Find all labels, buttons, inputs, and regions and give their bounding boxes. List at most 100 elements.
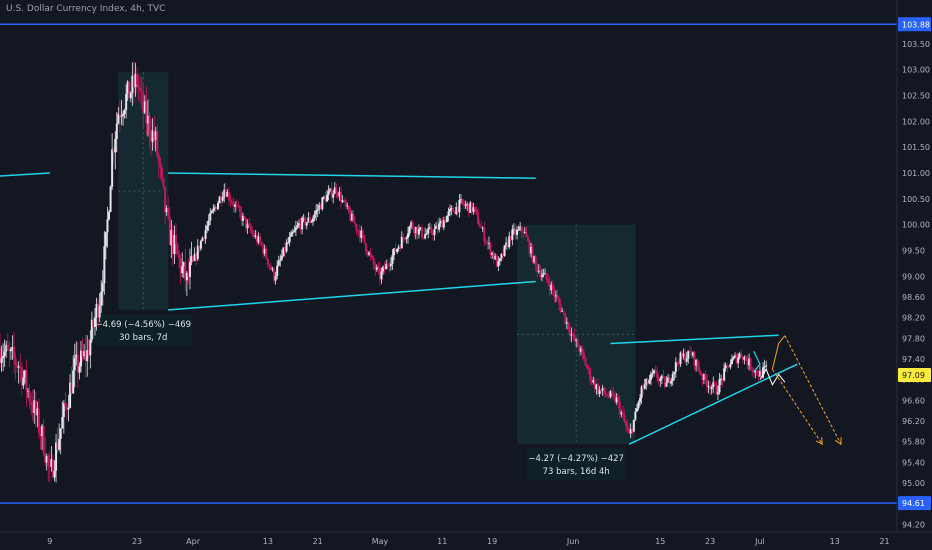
candle-body — [235, 204, 238, 206]
candle-body — [671, 374, 674, 381]
candle-body — [318, 204, 321, 210]
candle-body — [544, 273, 547, 275]
candle-body — [408, 226, 411, 234]
candle-body — [383, 266, 386, 270]
candle-body — [360, 230, 363, 238]
candle-body — [654, 370, 657, 372]
candle-body — [656, 371, 659, 379]
candle-body — [162, 177, 165, 187]
candle-body — [81, 350, 84, 357]
candle-body — [260, 242, 263, 245]
candle-body — [526, 236, 529, 241]
candle-body — [743, 356, 746, 361]
candle-body — [173, 234, 176, 254]
candle-body — [554, 295, 557, 297]
measure-label-bars: 73 bars, 16d 4h — [543, 467, 610, 477]
candle-body — [676, 362, 679, 364]
price-tick-label: 101.50 — [902, 143, 930, 152]
candle-body — [685, 358, 688, 362]
candle-body — [262, 244, 265, 254]
candle-body — [188, 262, 191, 277]
price-tick-label: 95.00 — [902, 479, 925, 488]
candle-body — [374, 265, 377, 270]
candle-body — [445, 215, 448, 223]
candle-body — [639, 397, 642, 403]
candle-body — [98, 305, 101, 318]
candle-body — [707, 386, 710, 388]
candle-body — [730, 359, 733, 365]
candle-body — [39, 433, 42, 437]
candle-body — [67, 407, 70, 410]
candle-body — [617, 397, 620, 402]
candle-body — [16, 365, 19, 368]
candle-body — [157, 155, 160, 163]
candle-body — [500, 254, 503, 259]
candle-body — [425, 233, 428, 235]
candle-body — [673, 371, 676, 375]
candle-body — [312, 218, 315, 222]
candle-body — [86, 350, 89, 362]
candle-body — [179, 258, 182, 274]
candle-body — [269, 266, 272, 270]
candle-body — [542, 273, 545, 276]
time-tick-label: 21 — [879, 537, 889, 546]
candle-body — [192, 256, 195, 261]
candle-body — [69, 382, 72, 408]
candle-body — [201, 237, 204, 241]
candle-body — [540, 275, 543, 278]
candle-body — [417, 229, 420, 235]
candle-body — [372, 258, 375, 266]
candle-body — [648, 379, 651, 384]
candle-body — [56, 442, 59, 450]
candle-body — [670, 380, 673, 384]
candle-body — [612, 393, 615, 395]
price-level-badge — [898, 17, 931, 32]
candle-body — [8, 349, 11, 352]
candle-body — [464, 204, 467, 206]
candle-body — [206, 225, 209, 231]
candle-body — [23, 370, 26, 378]
candle-body — [276, 265, 279, 276]
price-level-badge-label: 94.61 — [902, 499, 925, 508]
candle-body — [366, 251, 369, 255]
candle-body — [601, 387, 604, 391]
candle-body — [53, 470, 56, 478]
candle-body — [232, 203, 235, 207]
candle-body — [28, 390, 31, 402]
candle-body — [693, 352, 696, 366]
candle-body — [438, 223, 441, 230]
time-tick-label: May — [372, 537, 389, 546]
candle-body — [523, 232, 526, 234]
candle-body — [713, 382, 716, 385]
candle-body — [218, 196, 221, 204]
candle-body — [625, 421, 628, 427]
candle-body — [640, 386, 643, 398]
candle-body — [252, 233, 255, 237]
candle-body — [565, 322, 568, 324]
candle-body — [690, 352, 693, 356]
candle-body — [603, 387, 606, 394]
candle-body — [455, 207, 458, 214]
candle-body — [497, 261, 500, 267]
candle-body — [338, 191, 341, 197]
candle-body — [22, 377, 25, 386]
candle-body — [103, 246, 106, 284]
price-tick-label: 102.50 — [902, 92, 930, 101]
time-tick-label: 19 — [487, 537, 497, 546]
candle-body — [511, 229, 514, 240]
candle-body — [400, 236, 403, 249]
candle-body — [503, 245, 506, 256]
candle-body — [701, 374, 704, 380]
candle-body — [293, 230, 296, 233]
candle-body — [433, 228, 436, 236]
candle-body — [604, 393, 607, 395]
candle-body — [674, 362, 677, 372]
candle-body — [44, 453, 47, 463]
candle-body — [371, 255, 374, 259]
measure-label-bars: 30 bars, 7d — [119, 333, 167, 343]
price-axis-background — [897, 0, 932, 550]
candle-body — [241, 215, 244, 221]
candle-body — [746, 360, 749, 366]
